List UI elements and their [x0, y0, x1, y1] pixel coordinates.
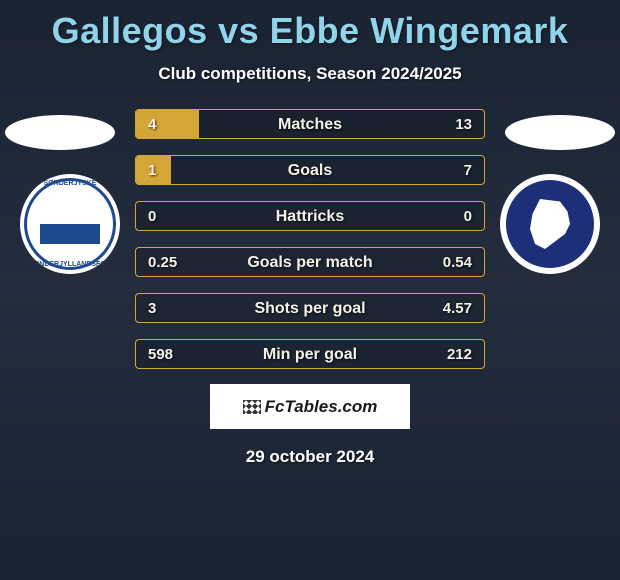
stat-row: 1Goals7 — [135, 155, 485, 185]
comparison-title: Gallegos vs Ebbe Wingemark — [0, 0, 620, 52]
team-badge-left: SØNDERJYSKE SØNDERJYLLANDSFOR — [20, 174, 120, 274]
team-badge-right — [500, 174, 600, 274]
stat-row: 598Min per goal212 — [135, 339, 485, 369]
stat-value-right: 7 — [464, 156, 472, 185]
stat-row: 3Shots per goal4.57 — [135, 293, 485, 323]
stat-label: Goals — [136, 156, 484, 185]
stat-bars-container: 4Matches13 1Goals7 0Hattricks0 0.25Goals pe… — [135, 109, 485, 385]
fctables-logo: FcTables.com — [210, 384, 410, 429]
stat-value-right: 0 — [464, 202, 472, 231]
stat-value-right: 13 — [455, 110, 472, 139]
stat-label: Matches — [136, 110, 484, 139]
stat-value-right: 212 — [447, 340, 472, 369]
stat-row: 0Hattricks0 — [135, 201, 485, 231]
stat-value-right: 4.57 — [443, 294, 472, 323]
stat-value-right: 0.54 — [443, 248, 472, 277]
comparison-content: SØNDERJYSKE SØNDERJYLLANDSFOR 4Matches13… — [0, 109, 620, 369]
stat-row: 4Matches13 — [135, 109, 485, 139]
badge-left-label-bottom: SØNDERJYLLANDSFOR — [20, 261, 120, 268]
ellipse-decoration-left — [5, 115, 115, 150]
stat-label: Shots per goal — [136, 294, 484, 323]
stat-label: Goals per match — [136, 248, 484, 277]
stat-label: Min per goal — [136, 340, 484, 369]
badge-left-label-top: SØNDERJYSKE — [20, 180, 120, 187]
ellipse-decoration-right — [505, 115, 615, 150]
stat-row: 0.25Goals per match0.54 — [135, 247, 485, 277]
snapshot-date: 29 october 2024 — [0, 447, 620, 467]
season-subtitle: Club competitions, Season 2024/2025 — [0, 64, 620, 84]
horse-icon — [525, 199, 575, 249]
stat-label: Hattricks — [136, 202, 484, 231]
